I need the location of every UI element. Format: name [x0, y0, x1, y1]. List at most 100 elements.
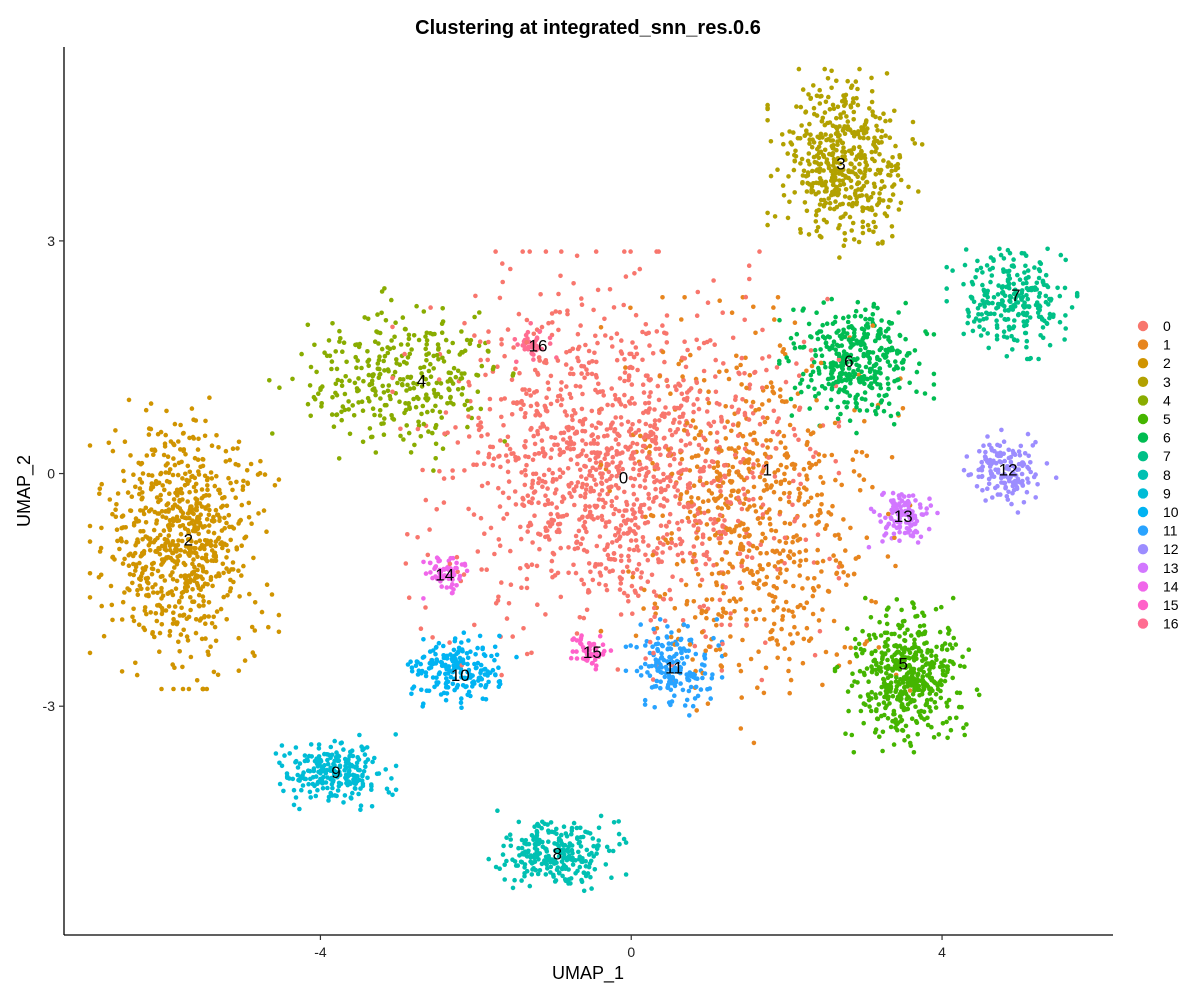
data-point-cluster-1 — [839, 482, 844, 488]
data-point-cluster-11 — [662, 674, 668, 680]
data-point-cluster-9 — [354, 779, 360, 784]
data-point-cluster-8 — [585, 830, 591, 835]
data-point-cluster-0 — [619, 338, 624, 343]
data-point-cluster-13 — [913, 498, 918, 503]
data-point-cluster-5 — [890, 668, 895, 673]
data-point-cluster-3 — [817, 87, 822, 93]
data-point-cluster-9 — [326, 794, 332, 800]
data-point-cluster-3 — [898, 200, 904, 206]
data-point-cluster-9 — [293, 758, 299, 764]
data-point-cluster-12 — [977, 449, 982, 454]
data-point-cluster-0 — [527, 520, 533, 526]
data-point-cluster-5 — [857, 668, 863, 674]
data-point-cluster-1 — [691, 483, 697, 489]
data-point-cluster-2 — [190, 518, 195, 523]
data-point-cluster-0 — [678, 403, 684, 409]
data-point-cluster-10 — [434, 659, 440, 664]
data-point-cluster-1 — [750, 399, 756, 405]
data-point-cluster-3 — [823, 132, 828, 137]
data-point-cluster-0 — [700, 541, 705, 546]
data-point-cluster-3 — [765, 105, 770, 111]
data-point-cluster-5 — [876, 702, 882, 707]
data-point-cluster-0 — [707, 464, 712, 469]
data-point-cluster-0 — [609, 473, 614, 479]
data-point-cluster-2 — [99, 481, 104, 487]
data-point-cluster-0 — [555, 512, 560, 517]
data-point-cluster-0 — [522, 414, 528, 420]
data-point-cluster-7 — [961, 281, 966, 287]
data-point-cluster-0 — [655, 545, 660, 551]
data-point-cluster-0 — [580, 428, 585, 434]
data-point-cluster-7 — [1045, 284, 1051, 290]
data-point-cluster-10 — [409, 691, 414, 697]
data-point-cluster-0 — [674, 405, 680, 411]
data-point-cluster-6 — [838, 411, 843, 417]
data-point-cluster-0 — [577, 467, 583, 473]
data-point-cluster-2 — [236, 568, 241, 573]
data-point-cluster-0 — [654, 249, 659, 254]
data-point-cluster-1 — [706, 644, 712, 649]
data-point-cluster-1 — [740, 558, 745, 563]
data-point-cluster-3 — [851, 237, 857, 242]
data-point-cluster-4 — [354, 342, 360, 347]
data-point-cluster-12 — [1001, 451, 1006, 457]
data-point-cluster-6 — [788, 335, 794, 341]
data-point-cluster-0 — [571, 562, 576, 568]
data-point-cluster-0 — [542, 403, 548, 409]
data-point-cluster-1 — [864, 453, 870, 459]
data-point-cluster-0 — [616, 536, 622, 541]
data-point-cluster-5 — [878, 633, 884, 638]
data-point-cluster-5 — [861, 701, 867, 706]
data-point-cluster-1 — [713, 647, 719, 653]
data-point-cluster-0 — [474, 462, 479, 468]
data-point-cluster-2 — [249, 624, 255, 630]
data-point-cluster-3 — [781, 141, 786, 147]
data-point-cluster-4 — [424, 358, 429, 363]
data-point-cluster-14 — [421, 559, 426, 565]
data-point-cluster-0 — [647, 506, 652, 511]
data-point-cluster-6 — [867, 369, 873, 375]
data-point-cluster-1 — [623, 365, 628, 370]
data-point-cluster-6 — [797, 345, 803, 350]
data-point-cluster-9 — [328, 744, 334, 750]
data-point-cluster-0 — [653, 486, 658, 492]
data-point-cluster-3 — [779, 132, 785, 137]
data-point-cluster-2 — [114, 502, 119, 507]
data-point-cluster-0 — [760, 415, 766, 420]
data-point-cluster-6 — [885, 381, 891, 387]
data-point-cluster-0 — [604, 544, 610, 550]
data-point-cluster-1 — [818, 423, 823, 429]
data-point-cluster-8 — [529, 872, 535, 877]
data-point-cluster-12 — [1022, 451, 1028, 456]
data-point-cluster-3 — [811, 105, 817, 111]
data-point-cluster-3 — [860, 230, 866, 236]
data-point-cluster-2 — [87, 650, 93, 656]
data-point-cluster-11 — [628, 643, 633, 648]
data-point-cluster-0 — [513, 502, 519, 507]
data-point-cluster-7 — [981, 316, 986, 322]
data-point-cluster-4 — [356, 376, 361, 381]
data-point-cluster-4 — [383, 318, 389, 323]
data-point-cluster-2 — [133, 568, 138, 573]
data-point-cluster-1 — [766, 562, 771, 567]
data-point-cluster-1 — [770, 384, 775, 390]
data-point-cluster-0 — [505, 327, 511, 332]
data-point-cluster-11 — [679, 656, 685, 661]
data-point-cluster-0 — [539, 438, 545, 443]
data-point-cluster-7 — [1021, 251, 1027, 256]
data-point-cluster-5 — [883, 688, 889, 694]
data-point-cluster-0 — [642, 443, 647, 449]
data-point-cluster-3 — [912, 141, 918, 146]
data-point-cluster-0 — [427, 527, 432, 532]
data-point-cluster-0 — [519, 398, 524, 404]
data-point-cluster-0 — [704, 553, 709, 559]
data-point-cluster-2 — [175, 472, 181, 478]
data-point-cluster-1 — [848, 645, 853, 651]
data-point-cluster-2 — [214, 433, 219, 438]
data-point-cluster-1 — [737, 472, 742, 478]
data-point-cluster-2 — [202, 613, 207, 619]
data-point-cluster-0 — [626, 558, 632, 563]
data-point-cluster-4 — [404, 423, 410, 428]
data-point-cluster-0 — [622, 370, 628, 375]
data-point-cluster-2 — [139, 480, 145, 485]
